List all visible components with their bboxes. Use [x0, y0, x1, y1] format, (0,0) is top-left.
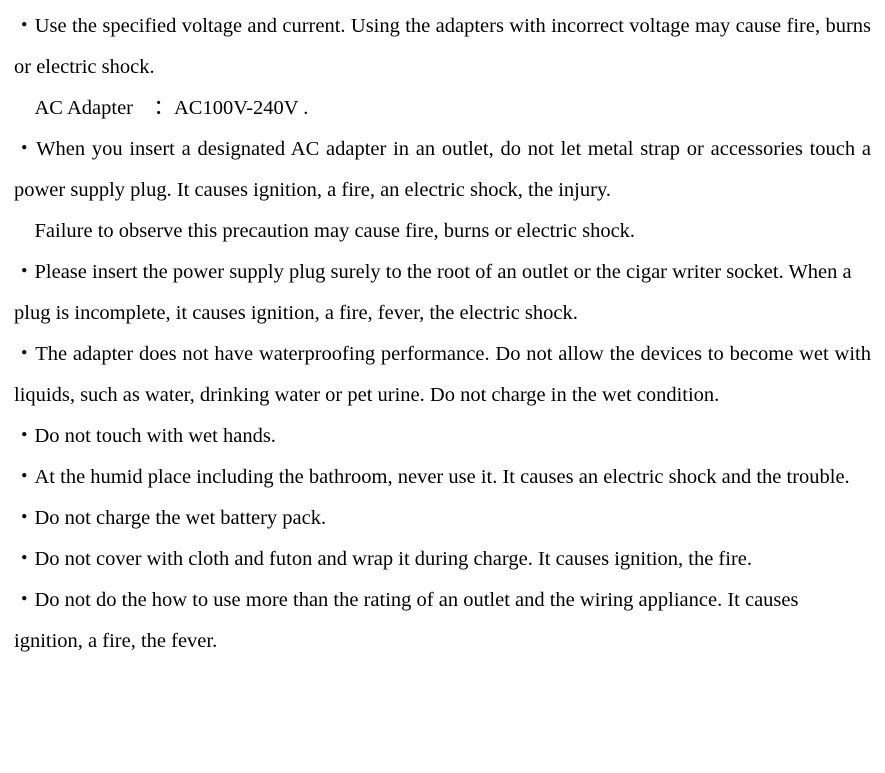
paragraph-7: ・At the humid place including the bathro…: [14, 457, 871, 498]
paragraph-8: ・Do not charge the wet battery pack.: [14, 498, 871, 539]
paragraph-4: ・Please insert the power supply plug sur…: [14, 252, 871, 334]
paragraph-6: ・Do not touch with wet hands.: [14, 416, 871, 457]
paragraph-0: ・Use the specified voltage and current. …: [14, 6, 871, 88]
paragraph-3: Failure to observe this precaution may c…: [14, 211, 871, 252]
paragraph-2: ・When you insert a designated AC adapter…: [14, 129, 871, 211]
paragraph-9: ・Do not cover with cloth and futon and w…: [14, 539, 871, 580]
document-body: ・Use the specified voltage and current. …: [14, 6, 871, 662]
paragraph-5: ・The adapter does not have waterproofing…: [14, 334, 871, 416]
paragraph-10: ・Do not do the how to use more than the …: [14, 580, 871, 662]
paragraph-1: AC Adapter ：AC100V-240V .: [14, 88, 871, 129]
